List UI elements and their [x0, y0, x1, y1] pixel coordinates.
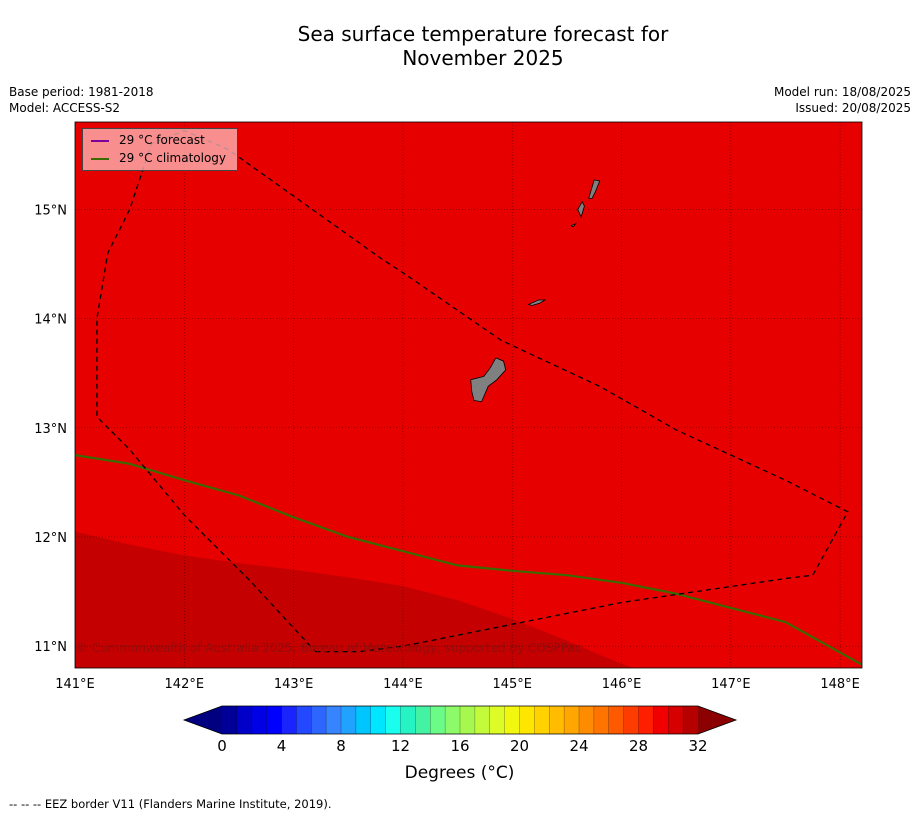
- colorbar-segment: [370, 706, 386, 734]
- map-content: [75, 122, 862, 668]
- colorbar-segment: [549, 706, 565, 734]
- eez-footnote: -- -- -- EEZ border V11 (Flanders Marine…: [9, 797, 332, 811]
- colorbar-tick-label: 16: [450, 737, 469, 755]
- climatology-29c-line: [75, 454, 862, 666]
- colorbar-segment: [653, 706, 669, 734]
- lat-tick-label: 12°N: [34, 531, 67, 546]
- legend-label-forecast: 29 °C forecast: [119, 133, 205, 147]
- model-name: Model: ACCESS-S2: [9, 101, 121, 115]
- colorbar-extend-low: [184, 706, 222, 734]
- lon-tick-label: 146°E: [602, 677, 642, 692]
- lon-tick-label: 147°E: [711, 677, 751, 692]
- map-layer: 141°E 142°E 143°E 144°E 145°E 146°E 147°E 148°E…: [34, 121, 863, 692]
- legend-item-forecast: 29 °C forecast: [91, 132, 205, 148]
- colorbar-segment: [504, 706, 520, 734]
- colorbar-segment: [236, 706, 253, 734]
- colorbar-segment: [593, 706, 610, 734]
- colorbar-tick-label: 24: [569, 737, 588, 755]
- colorbar-segment: [489, 706, 505, 734]
- legend-swatch-forecast: [91, 139, 109, 142]
- map-legend: 29 °C forecast 29 °C climatology: [82, 128, 238, 171]
- colorbar-segment: [579, 706, 595, 734]
- colorbar: 0 4 8 12 16 20 24 28 32: [182, 705, 738, 755]
- colorbar-tick-label: 0: [217, 737, 227, 755]
- title-line-1: Sea surface temperature forecast for: [297, 22, 669, 46]
- model-run: Model run: 18/08/2025: [773, 85, 911, 99]
- colorbar-segment: [385, 706, 401, 734]
- island-aguijan: [570, 222, 577, 228]
- colorbar-segment: [296, 706, 312, 734]
- colorbar-segment: [534, 706, 550, 734]
- island-tinian: [577, 200, 585, 219]
- colorbar-segment: [281, 706, 297, 734]
- colorbar-segment: [608, 706, 624, 734]
- colorbar-segment: [623, 706, 639, 734]
- colorbar-segment: [519, 706, 535, 734]
- colorbar-outline: [182, 705, 738, 735]
- base-period: Base period: 1981-2018: [9, 85, 154, 99]
- colorbar-segment: [445, 706, 461, 734]
- colorbar-tick-label: 8: [336, 737, 346, 755]
- lat-tick-label: 15°N: [34, 203, 67, 218]
- eez-border: [96, 129, 849, 653]
- lat-tick-label: 13°N: [34, 422, 67, 437]
- colorbar-segment: [638, 706, 654, 734]
- legend-label-climatology: 29 °C climatology: [119, 151, 227, 165]
- colorbar-segment: [266, 706, 282, 734]
- lon-tick-label: 148°E: [820, 677, 860, 692]
- meta-right: Model run: 18/08/2025 Issued: 20/08/2025: [774, 84, 911, 116]
- colorbar-segment: [400, 706, 416, 734]
- island-guam: [470, 357, 507, 403]
- lon-tick-label: 141°E: [55, 677, 95, 692]
- lon-tick-label: 143°E: [274, 677, 314, 692]
- colorbar-tick-label: 20: [510, 737, 529, 755]
- colorbar-segment: [341, 706, 357, 734]
- sst-warm-region: [75, 531, 633, 668]
- legend-swatch-climatology: [91, 157, 109, 160]
- meta-left: Base period: 1981-2018 Model: ACCESS-S2: [9, 84, 154, 116]
- colorbar-label: Degrees (°C): [404, 763, 515, 783]
- colorbar-tick-label: 28: [629, 737, 648, 755]
- lat-tick-label: 14°N: [34, 313, 67, 328]
- colorbar-segment: [683, 706, 699, 734]
- colorbar-segment: [355, 706, 372, 734]
- issued-date: Issued: 20/08/2025: [795, 101, 911, 115]
- colorbar-segment: [326, 706, 342, 734]
- colorbar-extend-high: [698, 706, 736, 734]
- colorbar-segment: [474, 706, 491, 734]
- colorbar-segment: [430, 706, 446, 734]
- island-saipan: [588, 179, 601, 199]
- lon-tick-label: 145°E: [492, 677, 532, 692]
- colorbar-segment: [460, 706, 476, 734]
- island-rota: [527, 299, 547, 306]
- colorbar-segment: [311, 706, 327, 734]
- page-title: Sea surface temperature forecast for Nov…: [0, 22, 919, 70]
- copyright-notice: © Commonwealth of Australia 2025, Bureau…: [76, 641, 582, 655]
- lon-tick-label: 144°E: [383, 677, 423, 692]
- colorbar-segment: [251, 706, 267, 734]
- colorbar-tick-label: 32: [688, 737, 707, 755]
- plot-frame: [74, 121, 863, 669]
- legend-item-climatology: 29 °C climatology: [91, 150, 226, 166]
- colorbar-segment: [415, 706, 431, 734]
- title-line-2: November 2025: [402, 46, 564, 70]
- colorbar-segment: [668, 706, 684, 734]
- colorbar-tick-label: 4: [277, 737, 287, 755]
- lat-tick-label: 11°N: [34, 640, 67, 655]
- colorbar-segment: [564, 706, 580, 734]
- colorbar-tick-label: 12: [391, 737, 410, 755]
- lon-tick-label: 142°E: [165, 677, 205, 692]
- colorbar-segment: [222, 706, 238, 734]
